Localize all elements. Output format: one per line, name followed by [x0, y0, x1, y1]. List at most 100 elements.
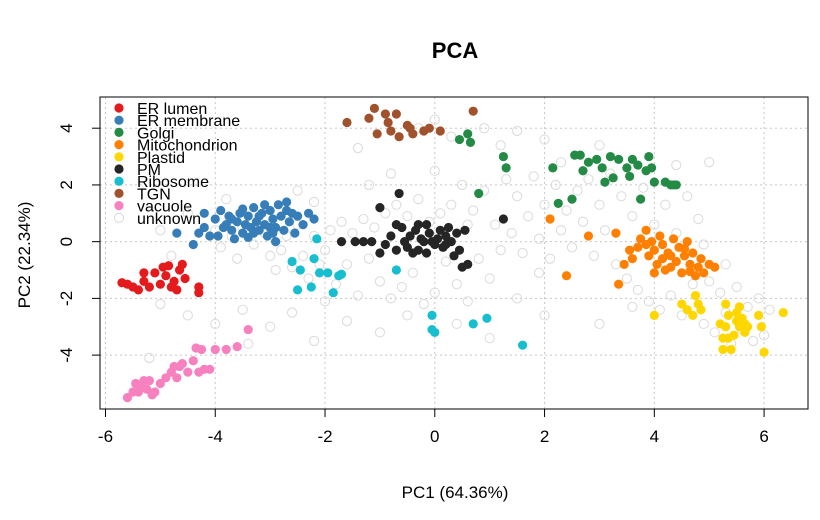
data-point-mitochondrion [657, 254, 668, 264]
data-point-unknown [429, 165, 440, 176]
data-point-mitochondrion [685, 266, 695, 277]
series-mitochondrion [545, 214, 720, 289]
data-point-unknown [758, 330, 770, 341]
data-point-golgi [649, 177, 659, 187]
data-point-plastid [732, 316, 742, 326]
data-point-unknown [484, 273, 495, 284]
data-point-golgi [501, 163, 511, 173]
data-point-ribosome [306, 282, 316, 292]
data-point-er-membrane [213, 231, 223, 241]
data-point-plastid [723, 310, 734, 320]
data-point-golgi [548, 163, 558, 173]
legend-label-er-lumen: ER lumen [137, 101, 207, 118]
data-point-unknown [594, 199, 605, 210]
data-point-golgi [646, 163, 657, 173]
data-point-unknown [715, 287, 726, 298]
data-point-unknown [539, 310, 550, 321]
data-point-unknown [270, 264, 281, 276]
data-point-tgn [364, 113, 374, 123]
data-point-unknown [374, 327, 386, 338]
data-point-pm [441, 231, 451, 241]
data-point-unknown [391, 199, 402, 210]
data-point-unknown [495, 140, 506, 151]
data-point-er-lumen [139, 268, 149, 278]
legend-label-golgi: Golgi [137, 125, 174, 142]
data-point-unknown [286, 307, 298, 318]
data-point-plastid [778, 307, 788, 318]
data-point-unknown [221, 193, 232, 205]
data-point-mitochondrion [636, 234, 646, 244]
chart-title: PCA [432, 38, 479, 63]
data-point-plastid [756, 322, 766, 332]
data-point-mitochondrion [614, 279, 624, 289]
legend-marker-plastid [114, 152, 124, 162]
data-point-unknown [451, 318, 462, 330]
legend-label-tgn: TGN [137, 186, 171, 203]
data-point-er-lumen [150, 268, 160, 278]
data-point-unknown [330, 279, 342, 290]
data-point-er-lumen [144, 282, 154, 292]
data-point-unknown [402, 310, 413, 321]
series-ribosome [287, 234, 528, 350]
data-point-unknown [264, 321, 276, 332]
data-point-er-membrane [188, 239, 198, 250]
legend-item-er-lumen: ER lumen [114, 101, 207, 118]
data-point-plastid [734, 302, 744, 312]
data-point-vacuole [144, 376, 154, 386]
data-point-unknown [704, 157, 715, 168]
data-point-plastid [740, 319, 750, 329]
data-point-unknown [210, 318, 221, 330]
data-point-unknown [533, 267, 545, 279]
data-point-er-membrane [216, 205, 226, 216]
legend-marker-ribosome [114, 176, 124, 186]
data-point-unknown [308, 335, 320, 347]
data-point-unknown [698, 318, 709, 330]
data-point-ribosome [328, 288, 338, 298]
data-point-ribosome [518, 340, 528, 350]
data-point-er-membrane [199, 208, 209, 218]
data-point-pm [391, 245, 401, 255]
data-point-unknown [533, 233, 545, 244]
data-point-er-lumen [117, 278, 127, 288]
data-point-unknown [676, 310, 687, 321]
data-point-pm [394, 188, 404, 199]
data-point-pm [446, 237, 456, 247]
data-point-er-membrane [238, 204, 248, 214]
data-point-er-membrane [273, 200, 283, 210]
data-point-plastid [721, 299, 731, 309]
data-point-er-membrane [276, 211, 286, 221]
data-point-mitochondrion [679, 244, 690, 254]
data-point-mitochondrion [561, 271, 572, 281]
legend-item-golgi: Golgi [114, 125, 174, 142]
data-point-golgi [553, 198, 563, 208]
data-point-mitochondrion [627, 254, 637, 264]
legend-marker-unknown [113, 212, 125, 223]
legend-label-vacuole: vacuole [137, 199, 192, 216]
data-point-unknown [243, 338, 254, 349]
data-point-vacuole [232, 342, 242, 352]
data-point-unknown [166, 250, 177, 261]
data-point-golgi [622, 163, 632, 173]
data-point-unknown [182, 208, 193, 219]
data-point-unknown [380, 208, 391, 219]
data-point-unknown [396, 281, 408, 293]
data-point-golgi [454, 134, 465, 145]
data-point-mitochondrion [633, 242, 643, 252]
data-point-pm [402, 242, 412, 252]
data-point-mitochondrion [583, 231, 594, 241]
data-point-unknown [490, 219, 501, 230]
data-point-unknown [429, 114, 440, 125]
data-point-unknown [665, 290, 676, 301]
data-point-ribosome [309, 254, 319, 264]
data-point-pm [375, 248, 385, 258]
data-point-pm [367, 237, 377, 247]
x-tick-label: 2 [540, 427, 549, 446]
x-tick-label: -4 [208, 427, 223, 446]
data-point-er-membrane [268, 214, 278, 224]
data-point-golgi [614, 154, 624, 164]
data-point-golgi [608, 173, 618, 183]
data-point-unknown [682, 191, 693, 202]
data-point-unknown [616, 191, 627, 202]
data-point-unknown [566, 242, 578, 253]
data-point-unknown [506, 227, 517, 239]
